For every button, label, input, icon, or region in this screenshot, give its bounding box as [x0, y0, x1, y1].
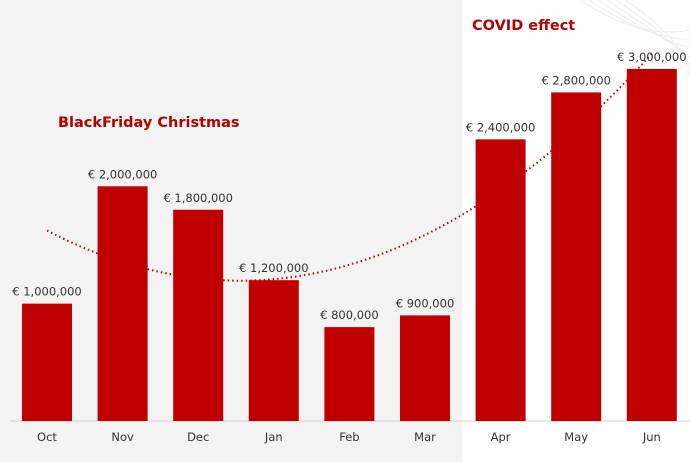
decorative-wave	[597, 0, 690, 49]
x-tick-oct: Oct	[37, 430, 57, 444]
x-tick-nov: Nov	[111, 430, 134, 444]
bar-may	[551, 92, 602, 421]
trendline	[46, 53, 653, 282]
x-tick-jan: Jan	[264, 430, 283, 444]
x-tick-may: May	[564, 430, 588, 444]
annotation-covid-effect: COVID effect	[472, 18, 575, 34]
bar-apr	[475, 139, 526, 421]
decorative-wave	[624, 0, 690, 76]
x-tick-apr: Apr	[491, 430, 511, 444]
bar-feb	[324, 327, 375, 421]
data-label-feb: € 800,000	[320, 308, 379, 322]
data-label-mar: € 900,000	[396, 296, 455, 310]
bar-oct	[22, 303, 72, 421]
x-tick-jun: Jun	[642, 430, 661, 444]
bar-mar	[400, 315, 450, 421]
bar-dec	[173, 209, 224, 421]
decorative-wave	[588, 0, 690, 40]
bar-jan	[248, 280, 299, 421]
data-label-oct: € 1,000,000	[12, 285, 82, 299]
x-tick-feb: Feb	[339, 430, 359, 444]
decorative-wave-lines	[579, 0, 690, 76]
annotation-blackfriday-christmas: BlackFriday Christmas	[58, 115, 240, 131]
data-label-may: € 2,800,000	[541, 73, 611, 87]
data-label-jan: € 1,200,000	[239, 261, 309, 275]
data-label-jun: € 3,000,000	[617, 50, 687, 64]
decorative-wave	[606, 0, 690, 58]
data-label-apr: € 2,400,000	[466, 120, 536, 134]
data-label-dec: € 1,800,000	[163, 191, 233, 205]
data-label-nov: € 2,000,000	[88, 167, 158, 181]
x-tick-mar: Mar	[414, 430, 436, 444]
decorative-wave	[615, 0, 690, 67]
x-tick-dec: Dec	[187, 430, 209, 444]
bar-jun	[626, 68, 677, 422]
bar-nov	[97, 186, 148, 421]
